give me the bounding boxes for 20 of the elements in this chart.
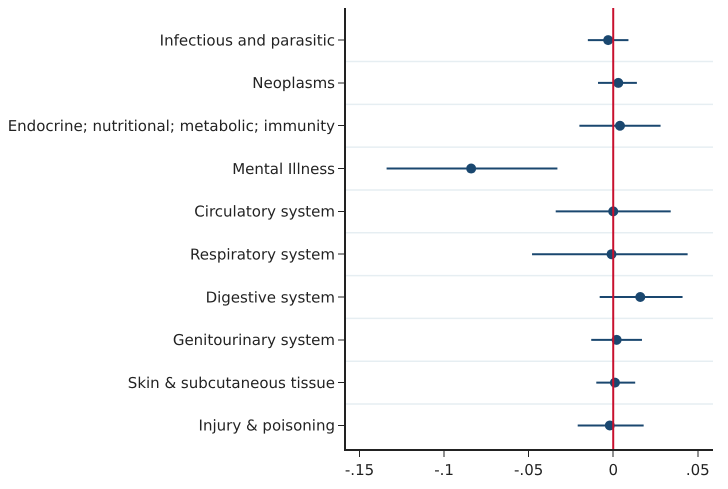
y-tick-label: Digestive system [206,288,335,306]
y-tick-label: Skin & subcutaneous tissue [128,374,335,392]
y-tick-label: Mental Illness [232,160,336,178]
y-tick-label: Circulatory system [194,202,335,221]
x-tick-label: -.05 [514,461,544,479]
y-tick-label: Respiratory system [190,245,335,264]
x-tick-label: -.15 [344,461,374,479]
x-tick-label: -.1 [434,461,454,479]
point [603,35,614,46]
y-tick-label: Infectious and parasitic [160,31,335,50]
y-tick-label: Injury & poisoning [198,416,335,435]
x-tick-label: 0 [608,461,618,479]
y-tick-label: Genitourinary system [172,331,335,350]
x-tick-label: .05 [686,461,710,479]
y-tick-label: Neoplasms [252,74,336,92]
point [613,78,624,88]
point [614,120,625,131]
y-tick-label: Endocrine; nutritional; metabolic; immunity [8,116,336,135]
point [635,292,646,302]
point [466,164,476,174]
